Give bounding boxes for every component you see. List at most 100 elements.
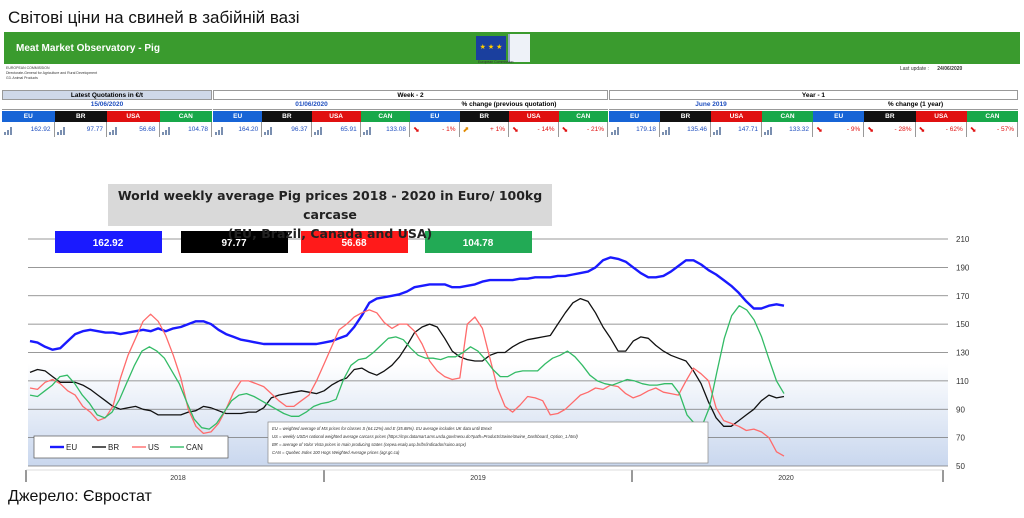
arrow-down-icon: ⬊ — [969, 125, 977, 134]
bar-chart-icon — [662, 127, 671, 135]
bar-chart-icon — [313, 127, 323, 135]
region-label-eu: EU — [813, 111, 865, 122]
y-tick-label: 190 — [956, 263, 970, 272]
legend-label-br: BR — [108, 443, 119, 452]
region-label-br: BR — [864, 111, 916, 122]
note-line: EU = weighted average of MS prices for c… — [272, 426, 492, 431]
region-label-br: BR — [262, 111, 312, 122]
banner-title: Meat Market Observatory - Pig — [16, 43, 160, 54]
x-tick-label: 2020 — [778, 475, 794, 482]
chart-subtitle: (EU, Brazil, Canada and USA) — [227, 226, 433, 241]
note-line: BR = average of Valor Vista prices in ma… — [272, 442, 467, 447]
price-value: 104.78 — [160, 122, 212, 137]
year-pct-label: % change (1 year) — [813, 100, 1018, 110]
price-value: 164.20 — [213, 122, 263, 137]
series-line-eu — [29, 256, 785, 351]
series-line-can — [29, 305, 785, 430]
region-label-br: BR — [459, 111, 509, 122]
bar-chart-icon — [264, 127, 273, 135]
note-line: CAN = Quebec Index 100 Hogs Weighted Ave… — [272, 450, 400, 455]
region-label-eu: EU — [410, 111, 460, 122]
region-label-eu: EU — [609, 111, 660, 122]
latest-quotations-header: Latest Quotations in €/t — [2, 90, 212, 100]
arrow-down-icon: ⬊ — [867, 125, 874, 134]
bar-chart-icon — [764, 127, 773, 135]
latest-value-label: 56.68 — [341, 238, 366, 249]
chart-title-box: World weekly average Pig prices 2018 - 2… — [108, 184, 552, 241]
arrow-down-icon: ⬊ — [816, 125, 823, 134]
arrow-up-icon: ⬈ — [462, 125, 470, 134]
legend-label-eu: EU — [66, 443, 77, 452]
bar-chart-icon — [4, 127, 13, 135]
series-line-br — [29, 297, 785, 427]
arrow-down-icon: ⬊ — [918, 125, 926, 134]
x-tick-label: 2019 — [470, 475, 486, 482]
chart-title: World weekly average Pig prices 2018 - 2… — [117, 188, 543, 222]
region-label-can: CAN — [966, 111, 1018, 122]
latest-value-box — [425, 231, 532, 253]
pct-change-value: - 62% ⬊ — [916, 122, 967, 137]
region-label-usa: USA — [311, 111, 361, 122]
page-top-caption: Світові ціни на свиней в забійній вазі — [8, 8, 300, 27]
region-label-usa: USA — [509, 111, 559, 122]
bar-chart-icon — [56, 127, 66, 135]
y-tick-label: 150 — [956, 320, 970, 329]
y-tick-label: 130 — [956, 349, 970, 358]
commission-logo-icon — [508, 34, 530, 62]
bar-chart-icon — [362, 127, 372, 135]
notes-box — [267, 421, 709, 464]
region-label-br: BR — [660, 111, 711, 122]
price-value: 56.68 — [107, 122, 160, 137]
banner-sub-line: Directorate-General for Agriculture and … — [6, 71, 98, 75]
pct-change-value: - 9% ⬊ — [813, 122, 865, 137]
latest-value-box — [181, 231, 288, 253]
region-label-can: CAN — [360, 111, 410, 122]
banner-sub-line: G3. Animal Products — [6, 76, 38, 80]
price-value: 65.91 — [312, 122, 361, 137]
latest-value-label: 104.78 — [463, 238, 494, 249]
year-date: June 2019 — [609, 100, 813, 110]
note-line: US = weekly USDA national weighted avera… — [272, 434, 578, 439]
last-update-value: 24/06/2020 — [937, 66, 963, 72]
bar-chart-icon — [161, 127, 171, 135]
pct-change-value: - 28% ⬊ — [864, 122, 916, 137]
bar-chart-icon — [215, 127, 224, 135]
pct-change-value: - 57% ⬊ — [967, 122, 1018, 137]
latest-date: 15/06/2020 — [2, 100, 212, 110]
year-header: Year - 1 — [609, 90, 1018, 100]
series-line-us — [29, 309, 785, 457]
region-label-br: BR — [54, 111, 107, 122]
price-value: 162.92 — [2, 122, 55, 137]
bar-chart-icon — [611, 127, 620, 135]
legend-label-us: US — [148, 443, 159, 452]
region-label-eu: EU — [213, 111, 263, 122]
last-update: Last update : 24/06/2020 — [900, 66, 962, 72]
y-tick-label: 70 — [956, 434, 965, 443]
week-header: Week - 2 — [213, 90, 608, 100]
y-tick-label: 170 — [956, 292, 970, 301]
legend-box — [33, 435, 229, 459]
arrow-down-icon: ⬊ — [413, 125, 420, 134]
price-value: 135.46 — [660, 122, 711, 137]
y-tick-label: 210 — [956, 235, 970, 244]
week-pct-label: % change (previous quotation) — [410, 100, 608, 110]
region-label-eu: EU — [2, 111, 55, 122]
pct-change-value: - 1% ⬊ — [410, 122, 460, 137]
pct-change-value: - 14% ⬊ — [509, 122, 559, 137]
week-date: 01/06/2020 — [213, 100, 410, 110]
arrow-down-icon: ⬊ — [512, 125, 519, 134]
price-value: 179.18 — [609, 122, 660, 137]
x-tick-label: 2018 — [170, 475, 186, 482]
region-label-can: CAN — [558, 111, 608, 122]
bar-chart-icon — [109, 127, 118, 135]
bar-chart-icon — [713, 127, 722, 135]
banner-sub-line: EUROPEAN COMMISSION — [6, 66, 50, 70]
region-label-can: CAN — [159, 111, 212, 122]
legend-label-can: CAN — [186, 443, 203, 452]
pct-change-value: + 1% ⬈ — [460, 122, 509, 137]
price-value: 133.08 — [361, 122, 410, 137]
page-bottom-caption: Джерело: Євростат — [8, 488, 152, 505]
arrow-down-icon: ⬊ — [561, 125, 569, 134]
last-update-label: Last update : — [900, 66, 929, 72]
